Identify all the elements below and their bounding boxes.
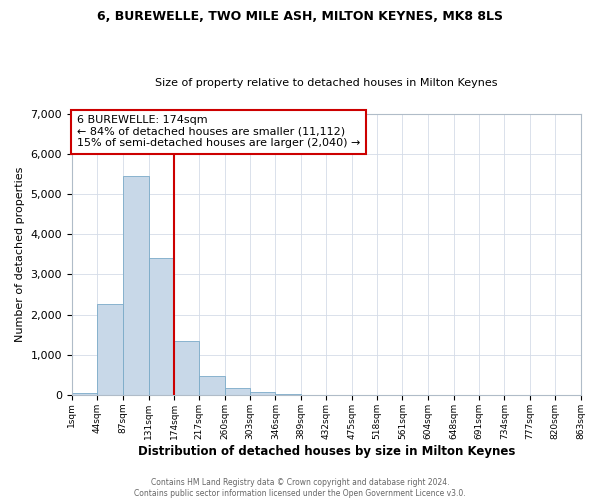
Bar (225, 388, 250, 395)
Title: Size of property relative to detached houses in Milton Keynes: Size of property relative to detached ho… (155, 78, 497, 88)
Bar (275, 394, 301, 395)
Bar (174, 340, 199, 395)
Bar (122, 176, 149, 395)
Bar (149, 258, 174, 395)
Bar (250, 392, 275, 395)
Y-axis label: Number of detached properties: Number of detached properties (15, 166, 25, 342)
Bar (97, 304, 122, 395)
Text: 6 BUREWELLE: 174sqm
← 84% of detached houses are smaller (11,112)
15% of semi-de: 6 BUREWELLE: 174sqm ← 84% of detached ho… (77, 115, 361, 148)
Bar (72, 393, 97, 395)
X-axis label: Distribution of detached houses by size in Milton Keynes: Distribution of detached houses by size … (137, 444, 515, 458)
Text: Contains HM Land Registry data © Crown copyright and database right 2024.
Contai: Contains HM Land Registry data © Crown c… (134, 478, 466, 498)
Text: 6, BUREWELLE, TWO MILE ASH, MILTON KEYNES, MK8 8LS: 6, BUREWELLE, TWO MILE ASH, MILTON KEYNE… (97, 10, 503, 23)
Bar (199, 376, 225, 395)
